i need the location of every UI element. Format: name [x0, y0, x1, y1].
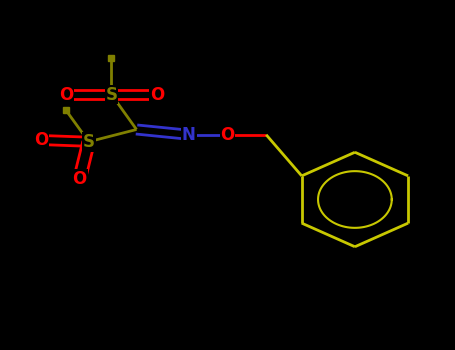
Text: O: O	[72, 169, 87, 188]
Text: O: O	[34, 131, 48, 149]
Text: O: O	[59, 85, 73, 104]
Text: S: S	[83, 133, 95, 151]
Text: O: O	[150, 85, 164, 104]
Text: S: S	[106, 85, 117, 104]
Text: N: N	[182, 126, 196, 144]
Text: O: O	[220, 126, 235, 144]
